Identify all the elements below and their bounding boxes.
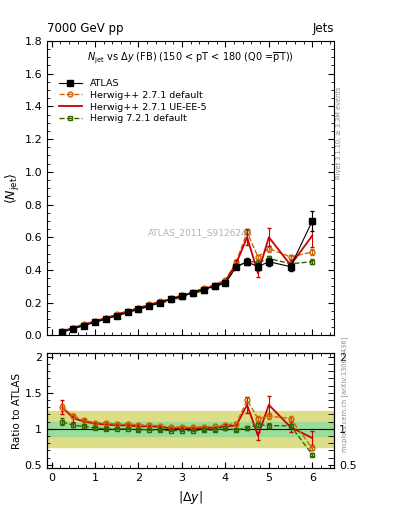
- X-axis label: $|\Delta y|$: $|\Delta y|$: [178, 489, 203, 506]
- Bar: [47, 411, 334, 447]
- Text: mcplots.cern.ch [arXiv:1306.3436]: mcplots.cern.ch [arXiv:1306.3436]: [341, 336, 348, 452]
- Text: Jets: Jets: [312, 22, 334, 35]
- Text: 7000 GeV pp: 7000 GeV pp: [47, 22, 124, 35]
- Text: $N_\mathrm{jet}$ vs $\Delta y$ (FB) (150 < pT < 180 (Q0 =$\overline{\mathrm{p}}$: $N_\mathrm{jet}$ vs $\Delta y$ (FB) (150…: [87, 50, 294, 65]
- Bar: [47, 422, 334, 436]
- Text: Rivet 3.1.10, ≥ 3.3M events: Rivet 3.1.10, ≥ 3.3M events: [336, 87, 342, 179]
- Y-axis label: $\langle N_\mathrm{jet} \rangle$: $\langle N_\mathrm{jet} \rangle$: [4, 173, 22, 204]
- Y-axis label: Ratio to ATLAS: Ratio to ATLAS: [12, 373, 22, 449]
- Text: ATLAS_2011_S9126244: ATLAS_2011_S9126244: [148, 228, 253, 237]
- Legend: ATLAS, Herwig++ 2.7.1 default, Herwig++ 2.7.1 UE-EE-5, Herwig 7.2.1 default: ATLAS, Herwig++ 2.7.1 default, Herwig++ …: [55, 75, 210, 127]
